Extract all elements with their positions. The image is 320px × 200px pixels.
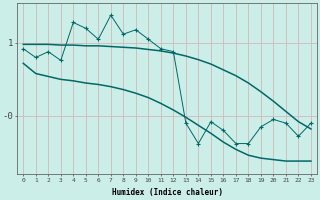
X-axis label: Humidex (Indice chaleur): Humidex (Indice chaleur) (112, 188, 223, 197)
